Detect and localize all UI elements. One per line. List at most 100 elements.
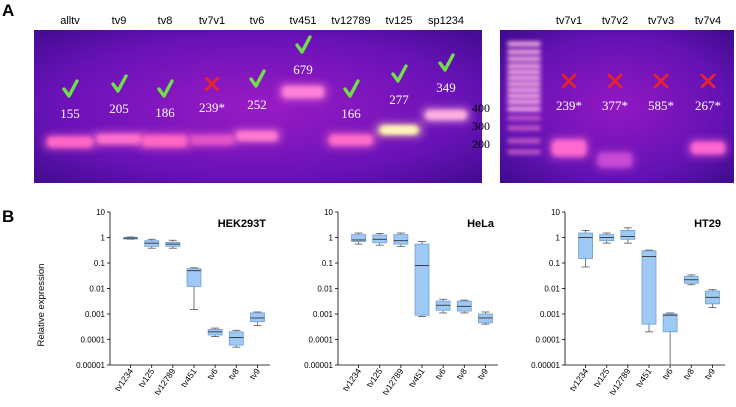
pcr-band (236, 131, 278, 141)
pcr-band (190, 135, 234, 145)
x-tick-label: tv6 (433, 366, 448, 381)
box-tv8 (683, 274, 699, 286)
band-size: 205 (109, 101, 129, 116)
left-gel-background (34, 30, 482, 183)
y-tick-label: 0.0001 (309, 336, 334, 345)
x-tick-label: tv12789 (380, 366, 406, 397)
box-tv9 (705, 289, 720, 308)
dna-ladder (507, 41, 541, 155)
ladder-band (507, 81, 541, 87)
box-tv451 (414, 241, 430, 317)
y-tick-label: 10 (551, 208, 560, 217)
y-tick-label: 0.01 (317, 285, 333, 294)
box-tv8 (228, 329, 244, 348)
y-tick-label: 0.00001 (304, 361, 333, 370)
box-iqr (351, 234, 366, 242)
y-tick-label: 1 (101, 234, 106, 243)
gel-lane-tv7v2-right: tv7v2 377* (595, 15, 635, 170)
lane-label: tv7v2 (602, 15, 628, 27)
lane-label: tv12789 (331, 15, 370, 27)
check-icon (391, 64, 408, 83)
box-tv1234 (578, 229, 593, 268)
x-tick-label: tv8 (226, 366, 241, 381)
lane-label: tv9 (112, 15, 127, 27)
pcr-band (552, 140, 586, 156)
band-size: 166 (341, 106, 361, 121)
gel-lane-tv7v1-right: tv7v1 239* (549, 15, 589, 159)
check-icon (438, 53, 455, 72)
y-tick-label: 0.1 (549, 259, 561, 268)
box-tv9 (250, 311, 265, 327)
box-tv12789 (620, 227, 636, 244)
ladder-band (507, 49, 541, 55)
lane-label: tv7v4 (695, 15, 721, 27)
check-icon (111, 74, 128, 93)
band-size: 679 (293, 62, 313, 77)
check-icon (157, 79, 174, 98)
check-icon (249, 69, 266, 88)
ladder-band (507, 63, 541, 69)
x-tick-label: tv6 (660, 366, 675, 381)
box-tv12789 (165, 239, 181, 249)
y-tick-label: 0.0001 (536, 336, 561, 345)
y-tick-label: 0.001 (85, 310, 106, 319)
x-tick-label: tv125 (364, 366, 384, 389)
ladder-band (507, 56, 541, 62)
chart-title: HeLa (467, 218, 495, 230)
box-tv6 (207, 327, 223, 337)
gel-lane-alltv: alltv 155 (43, 15, 97, 151)
y-tick-label: 0.01 (544, 285, 560, 294)
ladder-band (507, 99, 541, 105)
box-tv125 (599, 232, 615, 244)
y-tick-label: 0.00001 (531, 361, 560, 370)
ladder-band (507, 149, 541, 155)
band-size: 155 (60, 106, 80, 121)
pcr-band (142, 135, 188, 147)
check-icon (295, 35, 312, 54)
box-iqr (578, 232, 593, 259)
panel-b-letter: B (2, 207, 14, 226)
x-tick-label: tv125 (591, 366, 611, 389)
box-tv1234 (351, 232, 366, 245)
lane-label: alltv (60, 15, 80, 27)
box-tv451 (186, 267, 202, 310)
lane-label: sp1234 (428, 15, 464, 27)
gel-lane-tv7v4-right: tv7v4 267* (688, 15, 728, 157)
gel-lane-tv8: tv8 186 (138, 15, 192, 150)
gel-lane-tv12789: tv12789 166 (325, 15, 377, 149)
box-iqr (662, 313, 678, 333)
x-tick-label: tv12789 (607, 366, 633, 397)
lane-label: tv7v1 (556, 15, 582, 27)
lane-label: tv6 (250, 15, 265, 27)
lane-label: tv8 (158, 15, 173, 27)
gel-lane-tv7v1: tv7v1 239* (186, 15, 238, 148)
box-tv1234 (123, 236, 138, 240)
ladder-band (507, 106, 541, 112)
band-size: 349 (436, 80, 456, 95)
box-tv125 (144, 238, 160, 249)
cross-icon (700, 73, 716, 89)
x-tick-label: tv451 (407, 366, 427, 389)
ladder-marks: 400 300 200 (472, 101, 490, 151)
box-iqr (414, 243, 430, 316)
x-tick-label: tv451 (179, 366, 199, 389)
lane-label: tv125 (386, 15, 413, 27)
box-tv12789 (393, 232, 409, 247)
box-iqr (393, 234, 409, 245)
pcr-band (691, 142, 725, 154)
y-tick-label: 1 (556, 234, 561, 243)
ladder-band (507, 75, 541, 81)
box-tv9 (478, 311, 493, 325)
y-tick-label: 1 (329, 234, 334, 243)
pcr-band (96, 134, 142, 144)
x-tick-label: tv12789 (152, 366, 178, 397)
gel-lane-tv6: tv6 252 (232, 15, 282, 144)
gel-lane-tv125: tv125 277 (375, 15, 423, 138)
pcr-band (425, 110, 467, 120)
lane-label: tv451 (290, 15, 317, 27)
band-size: 277 (389, 92, 409, 107)
y-tick-label: 0.00001 (76, 361, 105, 370)
y-tick-label: 0.0001 (81, 336, 106, 345)
chart-title: HEK293T (218, 218, 267, 230)
check-icon (343, 79, 360, 98)
